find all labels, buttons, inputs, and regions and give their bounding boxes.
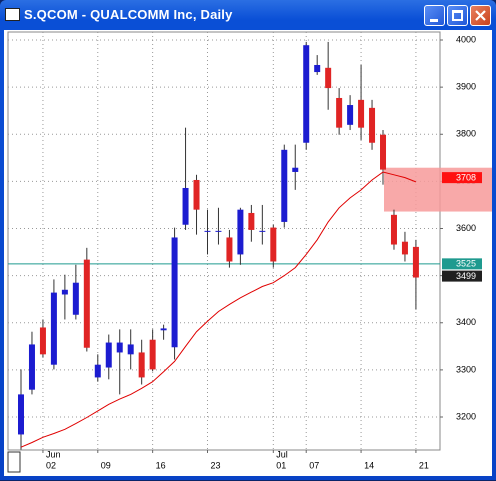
close-button[interactable]	[470, 5, 491, 26]
y-tick-label: 3200	[456, 411, 476, 421]
candle-body	[215, 230, 222, 232]
x-tick-label: 21	[419, 460, 429, 470]
candle-body	[292, 167, 299, 172]
candle-body	[412, 246, 419, 278]
candle-body	[182, 187, 189, 225]
price-marker-label: 3708	[456, 172, 476, 182]
price-marker-label: 3499	[456, 271, 476, 281]
candle-body	[171, 237, 178, 348]
candle-body	[28, 344, 35, 390]
candle-body	[50, 292, 57, 365]
x-tick-label: 07	[309, 460, 319, 470]
candle-body	[61, 289, 68, 295]
candle-body	[226, 237, 233, 262]
x-month-label: Jun	[46, 449, 61, 459]
candle-body	[303, 45, 310, 143]
candle-body	[18, 394, 24, 435]
candle-body	[281, 149, 288, 222]
maximize-button[interactable]	[447, 5, 468, 26]
candle-body	[105, 342, 112, 368]
price-marker-box	[442, 270, 482, 282]
x-tick-label: 16	[156, 460, 166, 470]
candle-body	[237, 209, 244, 255]
candle-body	[193, 179, 200, 210]
chart-area: 32003300340035003600370038003900400002Ju…	[4, 30, 492, 476]
candle-body	[390, 214, 397, 245]
plot-frame	[7, 31, 441, 451]
x-tick-label: 02	[46, 460, 56, 470]
x-tick-label: 14	[364, 460, 374, 470]
candle-body	[314, 64, 321, 73]
y-tick-label: 3800	[456, 129, 476, 139]
candle-body	[380, 134, 387, 170]
window-title: S.QCOM - QUALCOMM Inc, Daily	[24, 7, 233, 22]
candle-body	[94, 364, 101, 378]
chart: 32003300340035003600370038003900400002Ju…	[7, 31, 492, 473]
x-tick-label: 09	[101, 460, 111, 470]
candle-body	[160, 328, 167, 331]
candle-body	[259, 230, 266, 232]
y-tick-label: 3400	[456, 317, 476, 327]
y-tick-label: 4000	[456, 34, 476, 44]
price-marker-box	[442, 172, 482, 184]
price-marker-box	[442, 258, 482, 270]
candle-body	[83, 259, 90, 348]
candle-body	[116, 342, 123, 353]
app-icon	[5, 8, 20, 21]
x-month-label: Jul	[276, 449, 288, 459]
candle-body	[325, 67, 332, 89]
y-tick-label: 3900	[456, 82, 476, 92]
y-tick-label: 3600	[456, 223, 476, 233]
candle-body	[270, 227, 277, 262]
minimize-button[interactable]	[424, 5, 445, 26]
candle-body	[336, 97, 343, 128]
corner-box	[7, 451, 21, 473]
price-marker-label: 3525	[456, 259, 476, 269]
candle-body	[358, 99, 365, 128]
candle-body	[347, 105, 354, 125]
title-bar: S.QCOM - QUALCOMM Inc, Daily	[0, 0, 496, 30]
candle-body	[248, 212, 255, 230]
x-tick-label: 23	[210, 460, 220, 470]
candle-body	[149, 339, 156, 370]
candle-body	[72, 282, 79, 315]
x-tick-label: 01	[276, 460, 286, 470]
y-tick-label: 3300	[456, 364, 476, 374]
candle-body	[39, 327, 46, 355]
candle-body	[369, 107, 376, 143]
candle-body	[138, 352, 145, 378]
candle-body	[401, 241, 408, 255]
moving-average	[20, 171, 417, 448]
candle-body	[204, 230, 211, 232]
candle-body	[127, 344, 134, 355]
